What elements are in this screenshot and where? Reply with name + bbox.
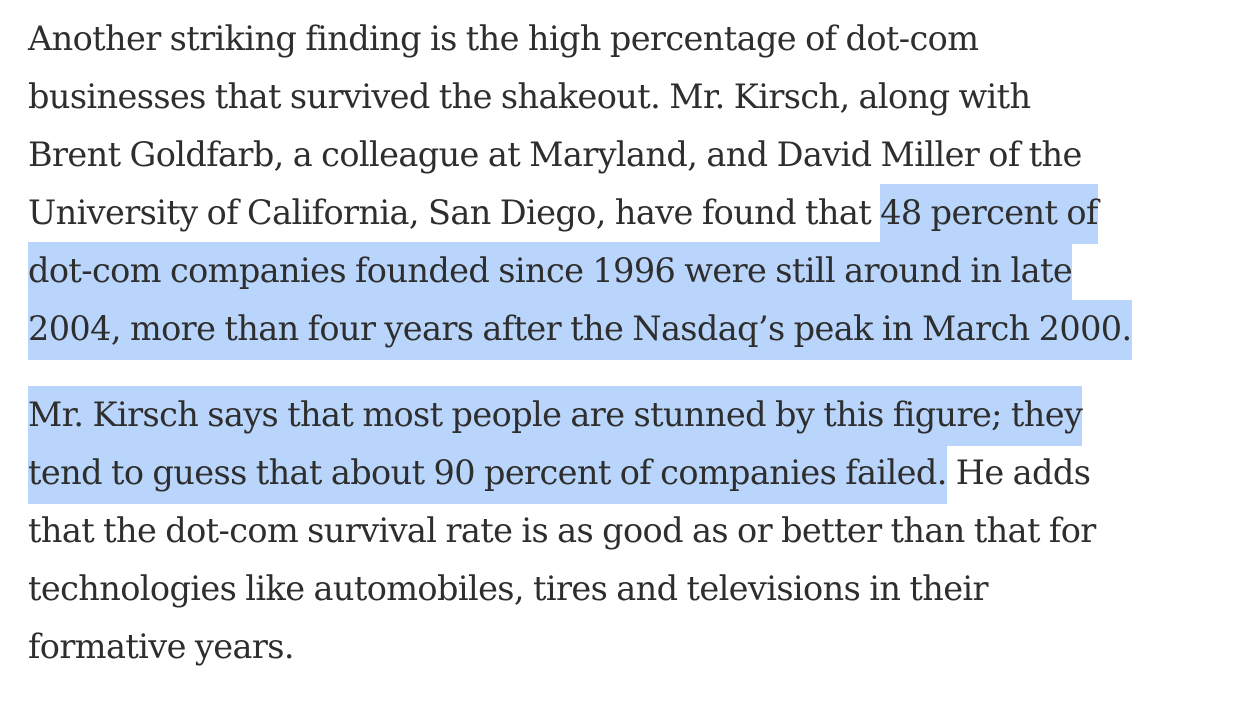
highlighted-text-selection[interactable]: tend to guess that about 90 percent of c… bbox=[28, 444, 947, 504]
text-segment: Another striking finding is the high per… bbox=[28, 19, 979, 58]
paragraph-line: technologies like automobiles, tires and… bbox=[28, 560, 1233, 618]
text-segment: University of California, San Diego, hav… bbox=[28, 193, 881, 232]
text-segment: Brent Goldfarb, a colleague at Maryland,… bbox=[28, 135, 1082, 174]
paragraph-1: Another striking finding is the high per… bbox=[28, 10, 1233, 360]
text-segment: He adds bbox=[946, 453, 1091, 492]
paragraph-line: dot-com companies founded since 1996 wer… bbox=[28, 242, 1233, 302]
text-segment: technologies like automobiles, tires and… bbox=[28, 569, 989, 608]
highlighted-text-selection[interactable]: Mr. Kirsch says that most people are stu… bbox=[28, 386, 1083, 446]
highlighted-text-selection[interactable]: dot-com companies founded since 1996 wer… bbox=[28, 242, 1073, 302]
highlighted-text-selection[interactable]: 48 percent of bbox=[880, 184, 1098, 244]
article-body: Another striking finding is the high per… bbox=[28, 10, 1233, 676]
paragraph-line: Another striking finding is the high per… bbox=[28, 10, 1233, 68]
paragraph-2: Mr. Kirsch says that most people are stu… bbox=[28, 386, 1233, 676]
paragraph-line: 2004, more than four years after the Nas… bbox=[28, 300, 1233, 360]
paragraph-line: Brent Goldfarb, a colleague at Maryland,… bbox=[28, 126, 1233, 184]
paragraph-line: University of California, San Diego, hav… bbox=[28, 184, 1233, 244]
paragraph-line: businesses that survived the shakeout. M… bbox=[28, 68, 1233, 126]
paragraph-line: tend to guess that about 90 percent of c… bbox=[28, 444, 1233, 504]
text-segment: formative years. bbox=[28, 627, 294, 666]
paragraph-line: Mr. Kirsch says that most people are stu… bbox=[28, 386, 1233, 446]
paragraph-line: that the dot-com survival rate is as goo… bbox=[28, 502, 1233, 560]
text-segment: that the dot-com survival rate is as goo… bbox=[28, 511, 1096, 550]
text-segment: businesses that survived the shakeout. M… bbox=[28, 77, 1031, 116]
highlighted-text-selection[interactable]: 2004, more than four years after the Nas… bbox=[28, 300, 1132, 360]
paragraph-line: formative years. bbox=[28, 618, 1233, 676]
